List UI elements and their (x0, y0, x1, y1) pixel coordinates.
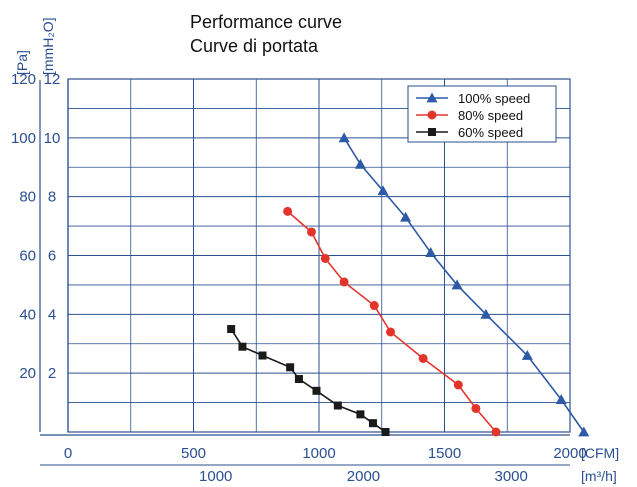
y-tick-label-pa: 40 (19, 306, 36, 323)
y-tick-label-mmh2o: 8 (48, 189, 56, 206)
data-point (400, 211, 412, 222)
data-point (320, 253, 330, 263)
data-point (425, 247, 437, 257)
x-tick-label-cfm: 1000 (302, 445, 335, 462)
data-point (227, 325, 236, 334)
data-point (339, 277, 349, 287)
data-point (521, 350, 533, 360)
x2-tick-label-m3h: 2000 (347, 468, 380, 485)
y-tick-label-mmh2o: 4 (48, 306, 56, 323)
data-point (238, 342, 247, 351)
chart-subtitle: Curve di portata (190, 36, 319, 56)
data-point (451, 279, 463, 290)
y-unit-mmh2o: [mmH₂O] (40, 17, 56, 75)
series-line (230, 328, 386, 433)
y-tick-label-mmh2o: 10 (44, 130, 61, 147)
data-point (286, 363, 295, 372)
data-point (369, 301, 379, 311)
chart-title: Performance curve (190, 12, 343, 32)
data-point (333, 401, 342, 410)
x-tick-label-cfm: 500 (181, 445, 206, 462)
data-point (377, 185, 389, 196)
legend-marker (427, 110, 437, 120)
grid (67, 78, 571, 433)
data-point (283, 206, 293, 216)
data-point (471, 403, 481, 413)
series-layer (227, 132, 590, 437)
data-point (338, 132, 350, 143)
y-tick-label-mmh2o: 6 (48, 248, 56, 265)
x-unit-cfm: [CFM] (581, 445, 619, 461)
y-tick-label-pa: 100 (11, 130, 36, 147)
data-point (306, 227, 316, 237)
data-point (453, 380, 463, 390)
legend-marker (426, 92, 438, 103)
legend-entry: 60% speed (458, 125, 523, 140)
y-tick-label-mmh2o: 12 (44, 71, 61, 88)
x2-tick-label-m3h: 3000 (495, 468, 528, 485)
axes: 20 40 60 80 100 120 2 4 6 8 10 12 [Pa] [mmH₂O] 0 500 100… (11, 17, 619, 485)
y-unit-pa: [Pa] (14, 50, 30, 75)
x-tick-label-cfm: 0 (64, 445, 72, 462)
data-point (356, 410, 365, 419)
data-point (294, 375, 303, 384)
legend-entry: 80% speed (458, 108, 523, 123)
y-tick-label-pa: 20 (19, 365, 36, 382)
data-point (368, 419, 377, 428)
data-point (480, 308, 492, 319)
data-point (354, 158, 366, 169)
data-point (312, 386, 321, 395)
y-tick-label-pa: 60 (19, 248, 36, 265)
data-point (258, 351, 267, 360)
legend: 100% speed 80% speed 60% speed (407, 85, 557, 143)
series-line (343, 137, 585, 433)
y-tick-label-pa: 120 (11, 71, 36, 88)
data-point (418, 353, 428, 363)
y-tick-label-mmh2o: 2 (48, 365, 56, 382)
x-tick-label-cfm: 2000 (553, 445, 586, 462)
y-tick-label-pa: 80 (19, 189, 36, 206)
x-tick-label-cfm: 1500 (428, 445, 461, 462)
x-unit-m3h: [m³/h] (581, 468, 617, 484)
x2-tick-label-m3h: 1000 (199, 468, 232, 485)
legend-marker (428, 128, 436, 136)
data-point (555, 394, 567, 405)
data-point (386, 327, 396, 337)
data-point (381, 428, 390, 436)
data-point (578, 426, 590, 437)
title-block: Performance curve Curve di portata (190, 10, 342, 58)
legend-entry: 100% speed (458, 91, 530, 106)
data-point (491, 427, 501, 437)
series-line (287, 210, 497, 433)
